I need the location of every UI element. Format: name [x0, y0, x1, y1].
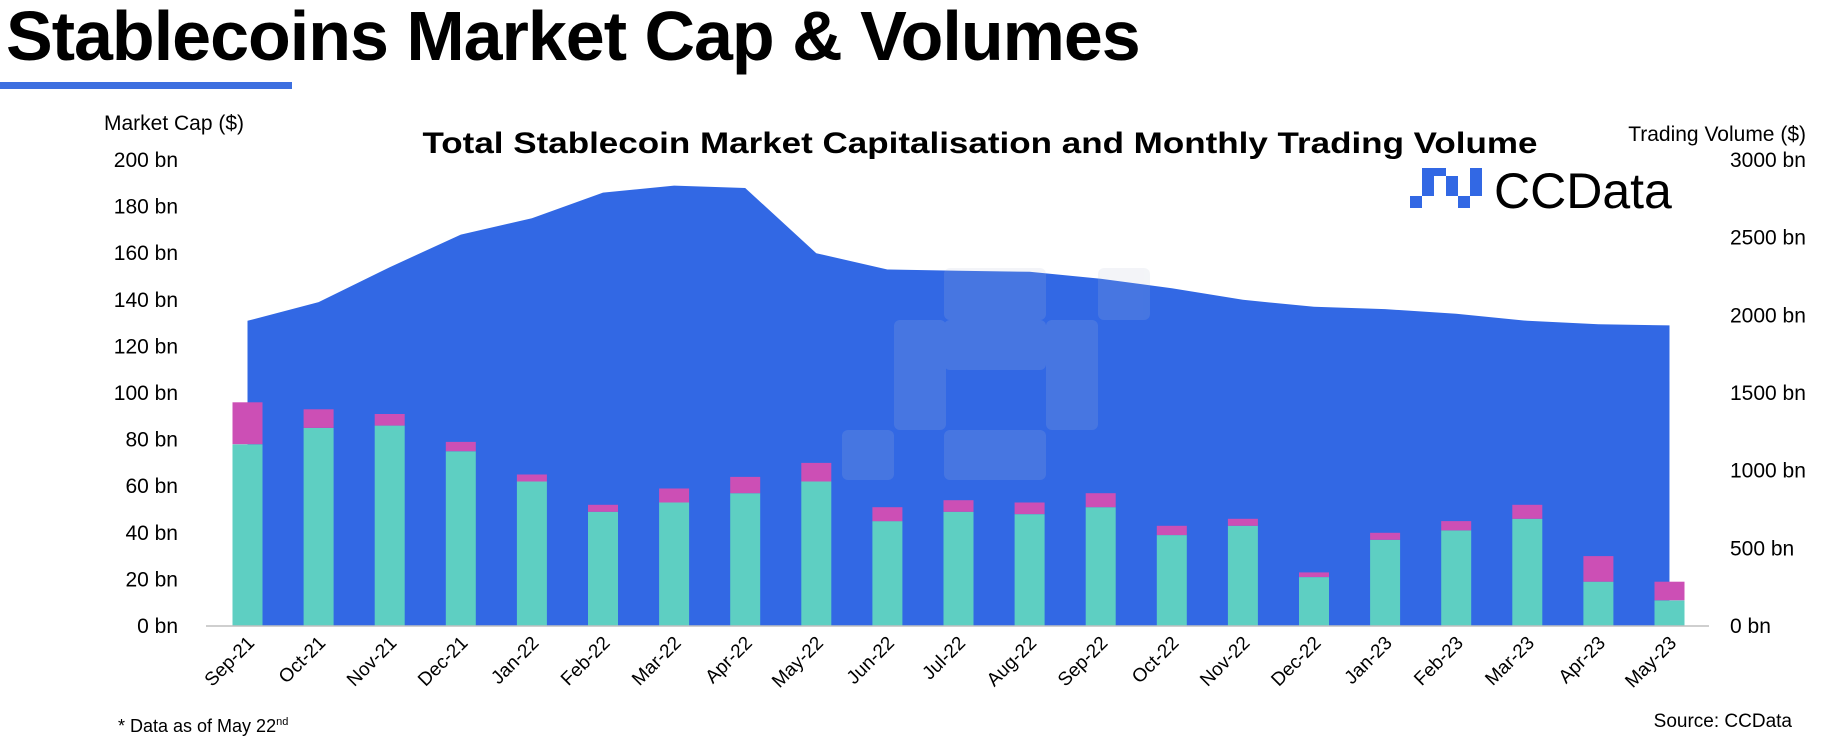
right-tick-label: 2000 bn — [1730, 304, 1806, 327]
source-note: Source: CCData — [1653, 711, 1792, 732]
bar-lower-tier-volume — [872, 507, 903, 522]
left-tick-label: 180 bn — [114, 196, 178, 219]
x-tick-label: Mar-22 — [628, 633, 685, 690]
page-title: Stablecoins Market Cap & Volumes — [6, 0, 1141, 75]
ccdata-logo-mark-icon — [1410, 168, 1482, 208]
bar-lower-tier-volume — [1370, 532, 1401, 540]
x-tick-label: Sep-21 — [201, 633, 259, 691]
stablecoin-chart: Market Cap ($) Trading Volume ($) Total … — [104, 112, 1806, 693]
chart-title: Total Stablecoin Market Capitalisation a… — [423, 127, 1538, 160]
x-tick-label: Jun-22 — [843, 633, 899, 689]
x-tick-label: Mar-23 — [1481, 633, 1538, 690]
bar-lower-tier-volume — [1227, 518, 1258, 526]
left-tick-label: 40 bn — [125, 522, 178, 545]
bar-top-tier-volume — [588, 511, 618, 626]
bar-lower-tier-volume — [516, 474, 547, 482]
bar-lower-tier-volume — [588, 504, 618, 512]
bar-lower-tier-volume — [801, 462, 832, 482]
x-tick-label: Sep-22 — [1054, 633, 1112, 691]
bar-top-tier-volume — [943, 511, 974, 626]
bar-top-tier-volume — [232, 444, 263, 626]
x-tick-label: Feb-22 — [557, 633, 614, 690]
bar-lower-tier-volume — [1085, 493, 1116, 508]
bar-lower-tier-volume — [1583, 556, 1614, 582]
left-tick-label: 160 bn — [114, 242, 178, 265]
left-tick-label: 0 bn — [137, 615, 178, 638]
right-tick-label: 1500 bn — [1730, 382, 1806, 405]
bar-top-tier-volume — [1583, 581, 1614, 626]
left-tick-label: 100 bn — [114, 382, 178, 405]
x-tick-label: Nov-22 — [1196, 633, 1254, 691]
bar-top-tier-volume — [730, 493, 761, 626]
x-tick-label: Jan-22 — [487, 633, 543, 689]
left-axis-label: Market Cap ($) — [104, 112, 244, 135]
bar-top-tier-volume — [1227, 525, 1258, 626]
bar-lower-tier-volume — [943, 500, 974, 512]
ccdata-logo-text: CCData — [1494, 163, 1672, 219]
bar-lower-tier-volume — [659, 488, 690, 503]
right-tick-label: 500 bn — [1730, 537, 1794, 560]
bar-top-tier-volume — [1370, 539, 1401, 626]
bar-top-tier-volume — [445, 451, 476, 627]
x-tick-label: Aug-22 — [983, 633, 1041, 691]
x-tick-label: Dec-21 — [414, 633, 472, 691]
right-axis-label: Trading Volume ($) — [1628, 123, 1806, 146]
bar-lower-tier-volume — [1014, 502, 1045, 515]
right-tick-label: 2500 bn — [1730, 227, 1806, 250]
bar-lower-tier-volume — [232, 402, 263, 445]
right-tick-label: 1000 bn — [1730, 460, 1806, 483]
x-tick-label: Oct-21 — [275, 633, 330, 688]
bar-top-tier-volume — [303, 428, 334, 626]
title-underline — [0, 82, 292, 89]
footnote-text: * Data as of May 22 — [118, 716, 277, 736]
bar-lower-tier-volume — [1441, 521, 1472, 531]
x-tick-label: Feb-23 — [1410, 633, 1467, 690]
x-tick-label: Apr-23 — [1555, 633, 1610, 688]
x-tick-label: Jan-23 — [1341, 633, 1397, 689]
x-tick-label: Dec-22 — [1267, 633, 1325, 691]
left-tick-label: 80 bn — [125, 429, 178, 452]
left-tick-label: 20 bn — [125, 568, 178, 591]
x-tick-label: May-22 — [768, 633, 828, 693]
x-tick-label: May-23 — [1621, 633, 1681, 693]
left-tick-label: 60 bn — [125, 475, 178, 498]
bar-lower-tier-volume — [1156, 525, 1187, 536]
bar-top-tier-volume — [1085, 507, 1116, 626]
left-tick-label: 140 bn — [114, 289, 178, 312]
right-tick-label: 0 bn — [1730, 615, 1771, 638]
x-tick-label: Apr-22 — [702, 633, 757, 688]
bar-lower-tier-volume — [1299, 572, 1329, 578]
ccdata-logo: CCData — [1410, 163, 1672, 219]
bar-top-tier-volume — [1512, 518, 1543, 626]
bar-lower-tier-volume — [1512, 504, 1543, 519]
x-tick-label: Nov-21 — [343, 633, 401, 691]
bar-top-tier-volume — [1654, 600, 1685, 626]
bar-lower-tier-volume — [1654, 581, 1685, 601]
watermark-icon — [842, 268, 1150, 480]
left-tick-label: 120 bn — [114, 335, 178, 358]
footnote-superscript: nd — [276, 716, 289, 728]
bar-lower-tier-volume — [374, 414, 405, 426]
bar-top-tier-volume — [872, 521, 903, 626]
bar-top-tier-volume — [516, 481, 547, 626]
data-date-footnote: * Data as of May 22nd — [118, 716, 288, 737]
bar-lower-tier-volume — [445, 441, 476, 452]
bar-top-tier-volume — [374, 425, 405, 626]
right-tick-label: 3000 bn — [1730, 149, 1806, 172]
left-tick-label: 200 bn — [114, 149, 178, 172]
x-tick-label: Jul-22 — [919, 633, 970, 684]
bar-top-tier-volume — [1156, 535, 1187, 626]
bar-top-tier-volume — [1299, 577, 1329, 626]
bar-top-tier-volume — [1441, 530, 1472, 626]
bar-lower-tier-volume — [730, 476, 761, 494]
bar-top-tier-volume — [659, 502, 690, 626]
bar-top-tier-volume — [1014, 514, 1045, 626]
x-tick-label: Oct-22 — [1128, 633, 1183, 688]
bar-lower-tier-volume — [303, 409, 334, 428]
bar-top-tier-volume — [801, 481, 832, 626]
